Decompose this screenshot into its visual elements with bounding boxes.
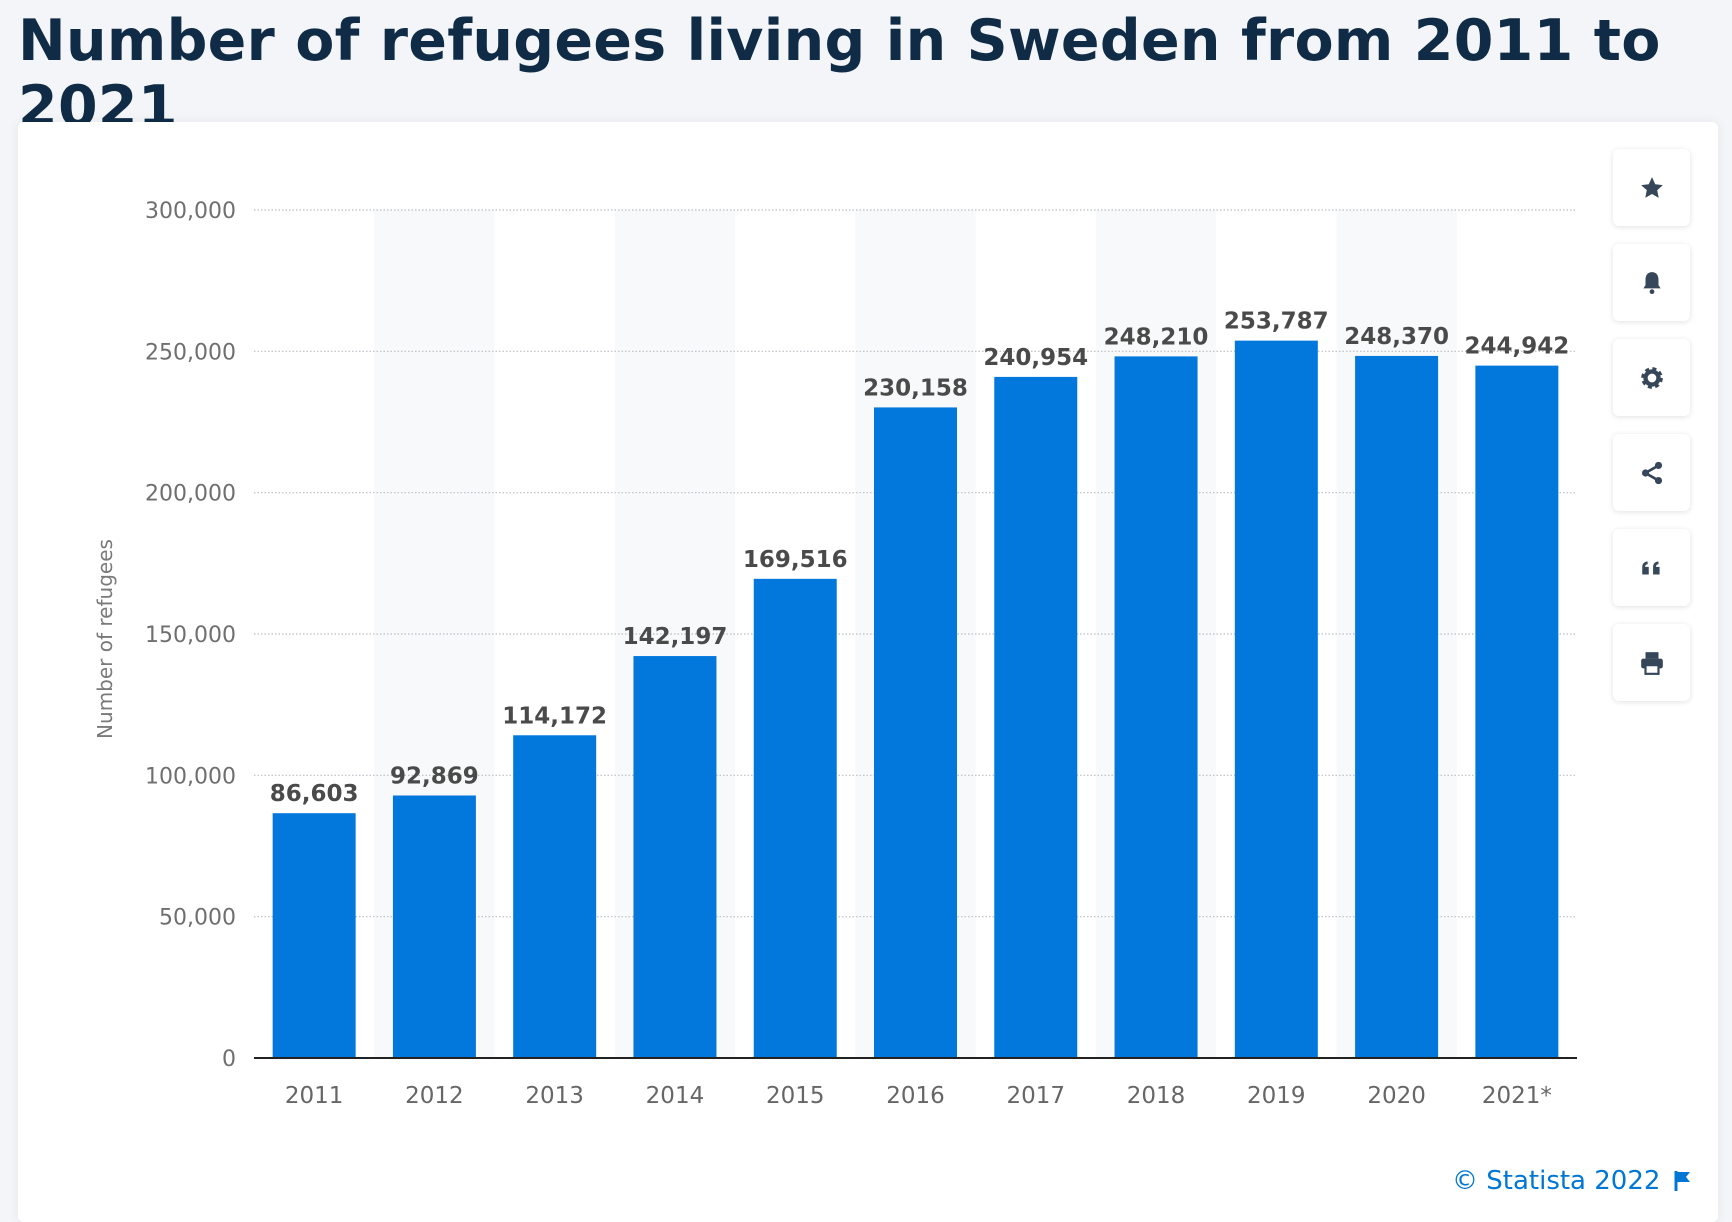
x-tick-label: 2020: [1367, 1083, 1426, 1109]
y-tick-label: 50,000: [159, 906, 236, 931]
data-label: 86,603: [270, 781, 359, 807]
data-label: 248,210: [1104, 324, 1209, 350]
gear-button[interactable]: [1613, 339, 1690, 416]
flag-icon[interactable]: [1674, 1170, 1692, 1192]
bar: [753, 578, 837, 1058]
data-label: 92,869: [390, 763, 479, 789]
bar: [633, 656, 717, 1058]
data-label: 244,942: [1464, 334, 1569, 360]
x-tick-label: 2011: [285, 1083, 344, 1109]
x-tick-label: 2012: [405, 1083, 464, 1109]
data-label: 253,787: [1224, 309, 1329, 335]
star-icon: [1640, 176, 1663, 198]
bar: [1114, 356, 1198, 1058]
x-tick-label: 2013: [525, 1083, 584, 1109]
page-title: Number of refugees living in Sweden from…: [18, 8, 1661, 140]
y-tick-label: 200,000: [145, 482, 236, 507]
x-tick-label: 2018: [1127, 1083, 1186, 1109]
data-label: 240,954: [983, 345, 1088, 371]
bar: [392, 795, 476, 1058]
y-tick-label: 0: [222, 1047, 236, 1072]
data-label: 248,370: [1344, 324, 1449, 350]
x-tick-label: 2021*: [1482, 1083, 1552, 1109]
x-tick-label: 2015: [766, 1083, 825, 1109]
bell-icon: [1642, 271, 1661, 294]
x-tick-label: 2019: [1247, 1083, 1306, 1109]
data-label: 230,158: [863, 375, 968, 401]
data-label: 169,516: [743, 547, 848, 573]
bar: [513, 735, 597, 1058]
x-tick-label: 2014: [646, 1083, 705, 1109]
share-button[interactable]: [1613, 434, 1690, 511]
quote-button[interactable]: [1613, 529, 1690, 606]
star-button[interactable]: [1613, 149, 1690, 226]
y-tick-label: 100,000: [145, 764, 236, 789]
print-icon: [1640, 651, 1663, 675]
print-button[interactable]: [1613, 624, 1690, 701]
quote-icon: [1641, 561, 1660, 574]
data-label: 142,197: [623, 624, 728, 650]
x-tick-label: 2016: [886, 1083, 945, 1109]
bell-button[interactable]: [1613, 244, 1690, 321]
bar: [272, 813, 356, 1058]
statista-credit[interactable]: © Statista 2022: [1452, 1166, 1692, 1196]
bar: [994, 376, 1078, 1059]
y-axis-label: Number of refugees: [93, 539, 117, 739]
data-label: 114,172: [502, 703, 607, 729]
share-icon: [1641, 461, 1662, 484]
bar: [1475, 365, 1559, 1058]
y-tick-label: 250,000: [145, 340, 236, 365]
bar: [874, 407, 957, 1058]
bar: [1355, 355, 1439, 1058]
x-tick-label: 2017: [1006, 1083, 1065, 1109]
y-tick-label: 150,000: [145, 623, 236, 648]
bar: [1234, 340, 1318, 1058]
y-tick-label: 300,000: [145, 199, 236, 224]
gear-icon: [1640, 366, 1663, 389]
credit-text: © Statista 2022: [1452, 1166, 1661, 1196]
